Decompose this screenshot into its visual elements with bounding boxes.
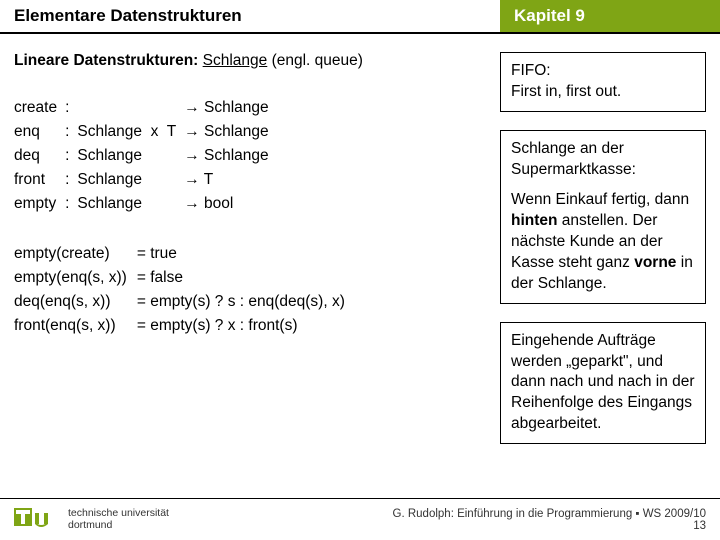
university-name: technische universität dortmund — [68, 508, 169, 531]
content: Lineare Datenstrukturen: Schlange (engl.… — [0, 34, 720, 444]
axiom-rhs: = false — [137, 266, 355, 290]
sig-result: → Schlange — [184, 96, 276, 120]
sig-type: Schlange — [77, 144, 184, 168]
axiom-rhs: = true — [137, 242, 355, 266]
sig-type: Schlange — [77, 168, 184, 192]
sig-name: empty — [14, 192, 65, 216]
axiom-lhs: empty(create) — [14, 242, 137, 266]
section-title: Lineare Datenstrukturen: Schlange (engl.… — [14, 52, 484, 70]
axiom-row: deq(enq(s, x))= empty(s) ? s : enq(deq(s… — [14, 290, 355, 314]
sig-type — [77, 96, 184, 120]
signature-row: create: → Schlange — [14, 96, 277, 120]
sig-name: deq — [14, 144, 65, 168]
axiom-lhs: front(enq(s, x)) — [14, 314, 137, 338]
sig-colon: : — [65, 96, 77, 120]
sig-result: → Schlange — [184, 144, 276, 168]
info-box-3: Eingehende Aufträge werden „geparkt", un… — [500, 322, 706, 445]
title-underline: Schlange — [203, 52, 268, 69]
header: Elementare Datenstrukturen Kapitel 9 — [0, 0, 720, 32]
right-column: FIFO:First in, first out. Schlange an de… — [500, 52, 706, 444]
footer-left: technische universität dortmund — [14, 508, 393, 532]
signature-row: empty:Schlange→ bool — [14, 192, 277, 216]
axiom-row: empty(enq(s, x))= false — [14, 266, 355, 290]
axiom-row: empty(create)= true — [14, 242, 355, 266]
signature-row: deq:Schlange→ Schlange — [14, 144, 277, 168]
signature-row: enq:Schlange x T→ Schlange — [14, 120, 277, 144]
signature-row: front:Schlange→ T — [14, 168, 277, 192]
axiom-rhs: = empty(s) ? x : front(s) — [137, 314, 355, 338]
axiom-rhs: = empty(s) ? s : enq(deq(s), x) — [137, 290, 355, 314]
footer: technische universität dortmund G. Rudol… — [0, 498, 720, 540]
uni-line2: dortmund — [68, 520, 169, 532]
sig-result: → T — [184, 168, 276, 192]
sig-type: Schlange — [77, 192, 184, 216]
sig-type: Schlange x T — [77, 120, 184, 144]
info-box-1: FIFO:First in, first out. — [500, 52, 706, 112]
sig-result: → bool — [184, 192, 276, 216]
sig-name: front — [14, 168, 65, 192]
sig-colon: : — [65, 120, 77, 144]
sig-name: create — [14, 96, 65, 120]
axiom-lhs: empty(enq(s, x)) — [14, 266, 137, 290]
header-title: Elementare Datenstrukturen — [0, 0, 500, 32]
tu-logo-icon — [14, 508, 60, 532]
sig-colon: : — [65, 192, 77, 216]
sig-colon: : — [65, 144, 77, 168]
credit-line: G. Rudolph: Einführung in die Programmie… — [393, 508, 706, 520]
uni-line1: technische universität — [68, 508, 169, 520]
title-rest: (engl. queue) — [267, 52, 363, 69]
page-number: 13 — [393, 520, 706, 532]
left-column: Lineare Datenstrukturen: Schlange (engl.… — [14, 52, 484, 444]
sig-colon: : — [65, 168, 77, 192]
header-chapter: Kapitel 9 — [500, 0, 720, 32]
info-box-2: Schlange an der Supermarktkasse:Wenn Ein… — [500, 130, 706, 304]
axiom-lhs: deq(enq(s, x)) — [14, 290, 137, 314]
title-bold: Lineare Datenstrukturen: — [14, 52, 198, 69]
axioms: empty(create)= trueempty(enq(s, x))= fal… — [14, 242, 484, 338]
footer-right: G. Rudolph: Einführung in die Programmie… — [393, 508, 706, 532]
sig-result: → Schlange — [184, 120, 276, 144]
sig-name: enq — [14, 120, 65, 144]
signatures: create:→ Schlangeenq:Schlange x T→ Schla… — [14, 96, 484, 216]
axiom-row: front(enq(s, x))= empty(s) ? x : front(s… — [14, 314, 355, 338]
